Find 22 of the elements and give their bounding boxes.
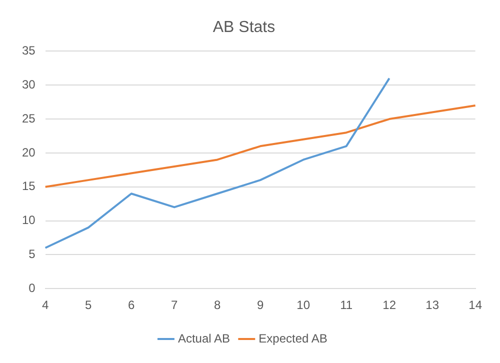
- y-tick-label: 25: [22, 111, 36, 126]
- x-tick-label: 10: [296, 298, 310, 312]
- x-tick-label: 6: [128, 298, 135, 312]
- legend-label: Actual AB: [178, 331, 230, 346]
- legend-label: Expected AB: [258, 331, 328, 346]
- y-tick-label: 5: [28, 247, 36, 261]
- x-tick-label: 13: [426, 298, 440, 312]
- y-tick-label: 30: [22, 77, 36, 92]
- y-tick-label: 20: [22, 145, 36, 160]
- x-tick-label: 8: [214, 298, 221, 312]
- y-tick-label: 15: [22, 179, 36, 194]
- y-tick-label: 0: [28, 280, 36, 295]
- y-tick-label: 35: [22, 44, 36, 58]
- x-tick-label: 4: [42, 298, 50, 312]
- chart-title: AB Stats: [212, 19, 276, 36]
- x-tick-label: 7: [170, 298, 178, 312]
- x-tick-label: 11: [340, 298, 353, 312]
- x-tick-label: 9: [256, 298, 264, 312]
- x-tick-label: 5: [85, 298, 92, 312]
- x-tick-label: 12: [382, 298, 396, 312]
- y-tick-label: 10: [22, 213, 36, 228]
- x-tick-label: 14: [468, 298, 482, 312]
